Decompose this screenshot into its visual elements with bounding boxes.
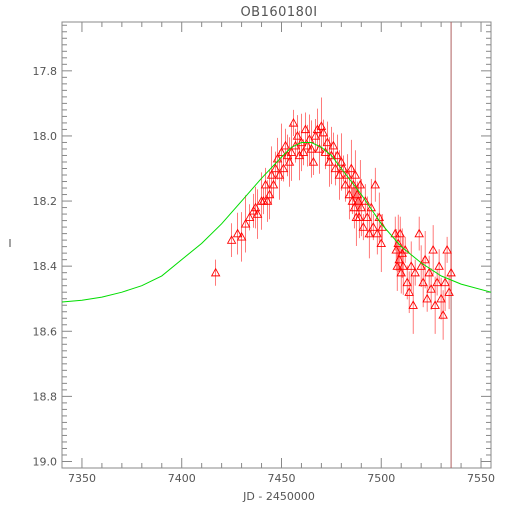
data-point [328,140,339,150]
y-tick-label: 18.2 [33,195,58,208]
data-point [426,284,436,293]
data-point [366,202,377,212]
data-point [308,157,319,166]
x-tick-label: 7350 [68,472,96,485]
data-point [442,244,452,254]
data-point [318,127,329,137]
data-point [298,147,309,156]
chart-marks: 7350 7400 7450 7500 7550 17.8 18.0 18.2 18.4 18.6… [33,21,495,485]
data-point [244,212,255,221]
x-tick-label: 7450 [267,472,295,485]
data-point [408,300,418,309]
data-point [446,267,456,277]
y-tick-label: 18.0 [33,130,58,143]
data-point [368,222,379,231]
model-curve [61,142,492,303]
data-point [210,267,221,277]
x-tick-label: 7500 [367,472,395,485]
data-point [406,261,416,270]
x-tick-label: 7400 [168,472,196,485]
data-point [434,261,444,270]
data-point [428,244,438,254]
data-point [278,163,289,173]
data-point [288,117,299,127]
plot-frame [61,21,492,469]
data-point [350,170,361,179]
data-point [240,218,251,228]
data-point [422,293,432,303]
data-point [356,202,367,212]
data-point [306,144,317,153]
data-point [410,267,420,277]
data-point [430,300,440,309]
data-point [404,287,414,296]
data-point [400,244,410,254]
x-axis-label: JD - 2450000 [242,490,315,503]
data-point [236,231,247,241]
y-tick-label: 18.4 [33,260,58,273]
x-tick-label: 7550 [467,472,495,485]
data-point [252,209,263,218]
y-tick-label: 18.8 [33,390,58,403]
y-tick-label: 17.8 [33,65,58,78]
data-point [358,222,369,231]
data-point [440,277,450,287]
y-tick-label: 18.6 [33,325,58,338]
data-point [276,147,287,156]
data-point [414,228,424,238]
data-point [232,228,243,238]
data-point [398,261,408,270]
data-point [438,310,448,319]
data-point [355,179,366,189]
data-point [370,179,381,189]
data-point [376,238,387,248]
chart-title: OB160180I [240,5,317,20]
y-axis-label: I [8,237,11,250]
y-tick-label: 19.0 [33,455,58,468]
data-point [286,147,297,156]
data-point [390,228,400,238]
data-point [352,189,363,199]
data-point [420,254,430,264]
data-point [226,235,237,244]
